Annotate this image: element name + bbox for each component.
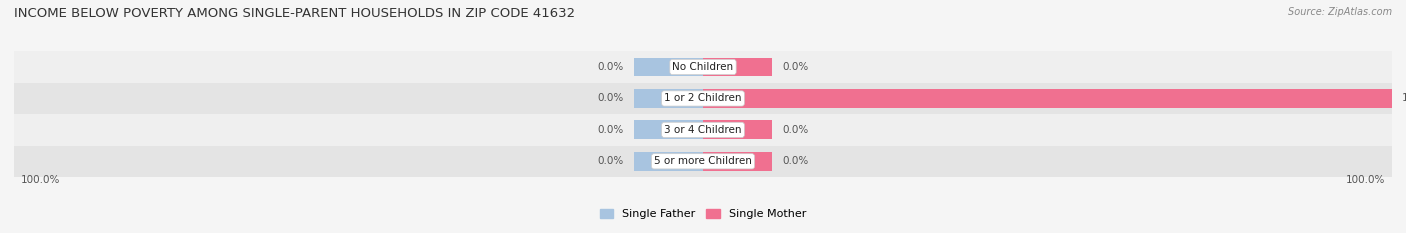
Bar: [634, 152, 703, 171]
Text: INCOME BELOW POVERTY AMONG SINGLE-PARENT HOUSEHOLDS IN ZIP CODE 41632: INCOME BELOW POVERTY AMONG SINGLE-PARENT…: [14, 7, 575, 20]
Bar: [703, 152, 772, 171]
Text: 0.0%: 0.0%: [782, 62, 808, 72]
Bar: [634, 89, 703, 108]
Text: 100.0%: 100.0%: [21, 175, 60, 185]
Bar: [703, 120, 772, 139]
Text: 0.0%: 0.0%: [782, 125, 808, 135]
Text: 0.0%: 0.0%: [782, 156, 808, 166]
Text: 0.0%: 0.0%: [598, 125, 624, 135]
Bar: [14, 114, 1392, 146]
Text: 0.0%: 0.0%: [598, 62, 624, 72]
Bar: [14, 83, 1392, 114]
Text: 3 or 4 Children: 3 or 4 Children: [664, 125, 742, 135]
Text: 1 or 2 Children: 1 or 2 Children: [664, 93, 742, 103]
Bar: [14, 51, 1392, 83]
Legend: Single Father, Single Mother: Single Father, Single Mother: [596, 204, 810, 223]
Bar: [634, 120, 703, 139]
Text: 100.0%: 100.0%: [1346, 175, 1385, 185]
Bar: [14, 146, 1392, 177]
Text: No Children: No Children: [672, 62, 734, 72]
Bar: [703, 58, 772, 76]
Text: Source: ZipAtlas.com: Source: ZipAtlas.com: [1288, 7, 1392, 17]
Text: 5 or more Children: 5 or more Children: [654, 156, 752, 166]
Text: 0.0%: 0.0%: [598, 156, 624, 166]
Text: 0.0%: 0.0%: [598, 93, 624, 103]
Bar: [703, 89, 1392, 108]
Text: 100.0%: 100.0%: [1402, 93, 1406, 103]
Bar: [634, 58, 703, 76]
